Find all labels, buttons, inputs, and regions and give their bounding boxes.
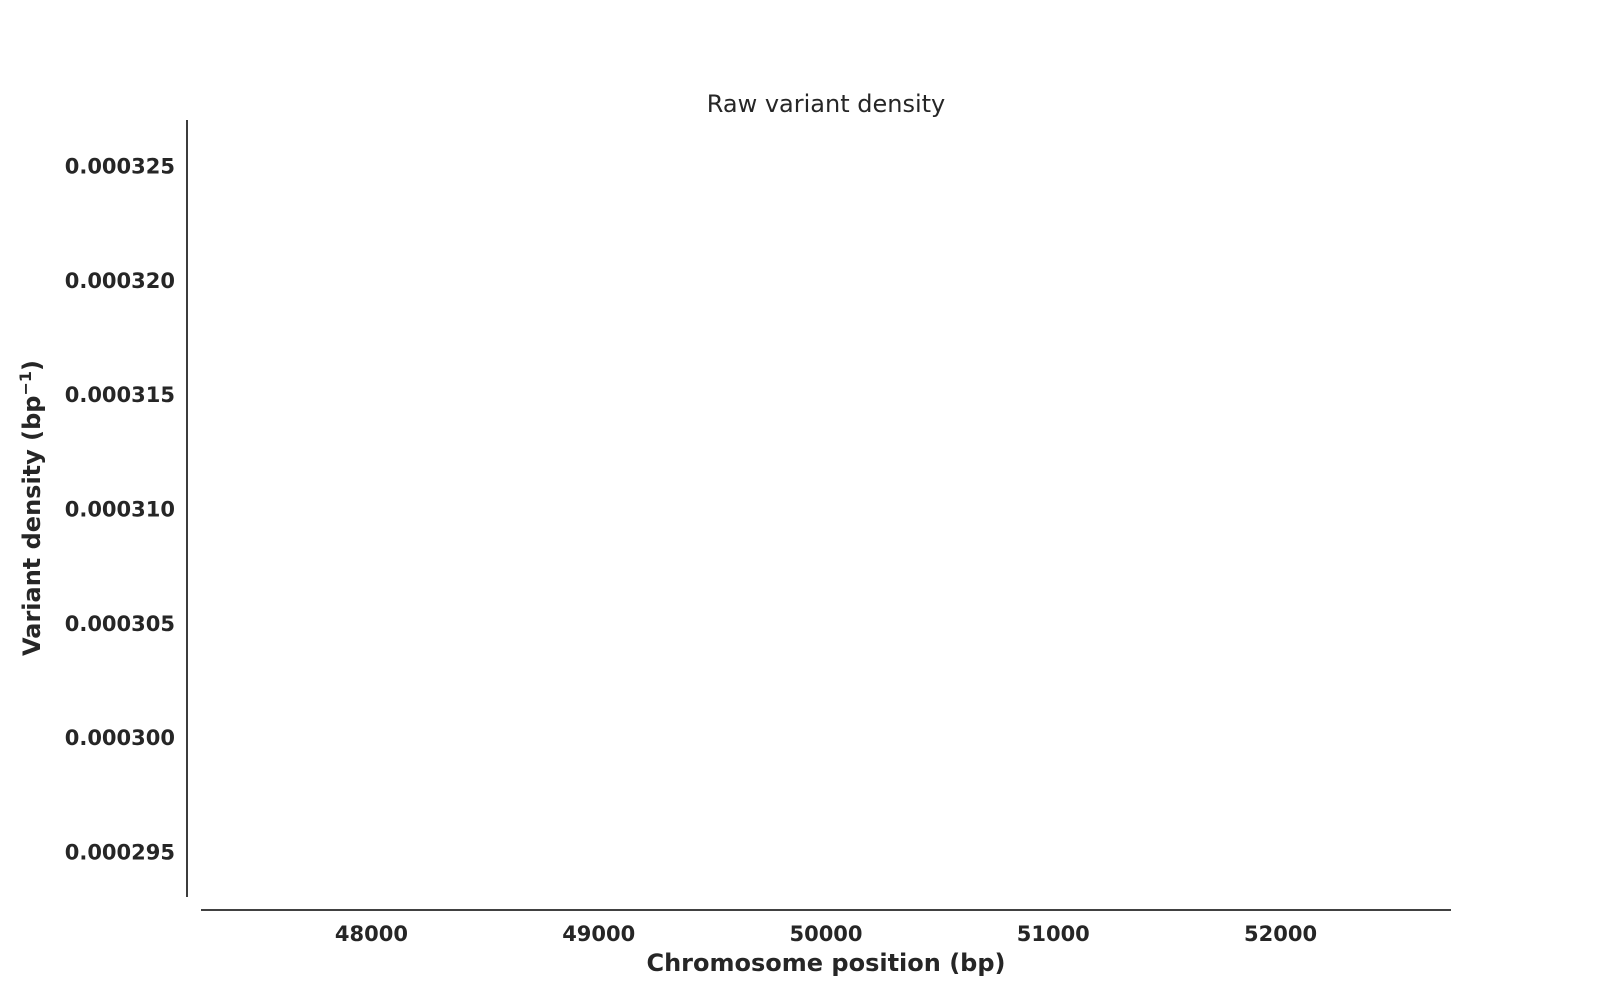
y-tick-label: 0.000310: [65, 498, 175, 522]
x-axis-label: Chromosome position (bp): [646, 949, 1005, 977]
x-tick-label: 51000: [1017, 922, 1090, 946]
x-tick-label: 48000: [335, 922, 408, 946]
x-tick-labels: 48000 49000 50000 51000 52000: [335, 922, 1317, 946]
x-tick-label: 50000: [789, 922, 862, 946]
y-tick-label: 0.000300: [65, 726, 175, 750]
y-tick-label: 0.000295: [65, 840, 175, 864]
y-tick-label: 0.000315: [65, 383, 175, 407]
y-tick-label: 0.000320: [65, 269, 175, 293]
y-axis-label-close: ): [18, 360, 46, 371]
y-tick-label: 0.000325: [65, 155, 175, 179]
y-axis-label-main: Variant density (bp: [18, 396, 46, 656]
y-tick-label: 0.000305: [65, 612, 175, 636]
chart-title: Raw variant density: [707, 90, 946, 118]
y-tick-labels: 0.000325 0.000320 0.000315 0.000310 0.000305…: [65, 155, 175, 865]
x-tick-label: 52000: [1244, 922, 1317, 946]
x-tick-label: 49000: [562, 922, 635, 946]
y-axis-label: Variant density (bp−1): [16, 360, 46, 656]
y-axis-label-superscript: −1: [16, 371, 35, 396]
